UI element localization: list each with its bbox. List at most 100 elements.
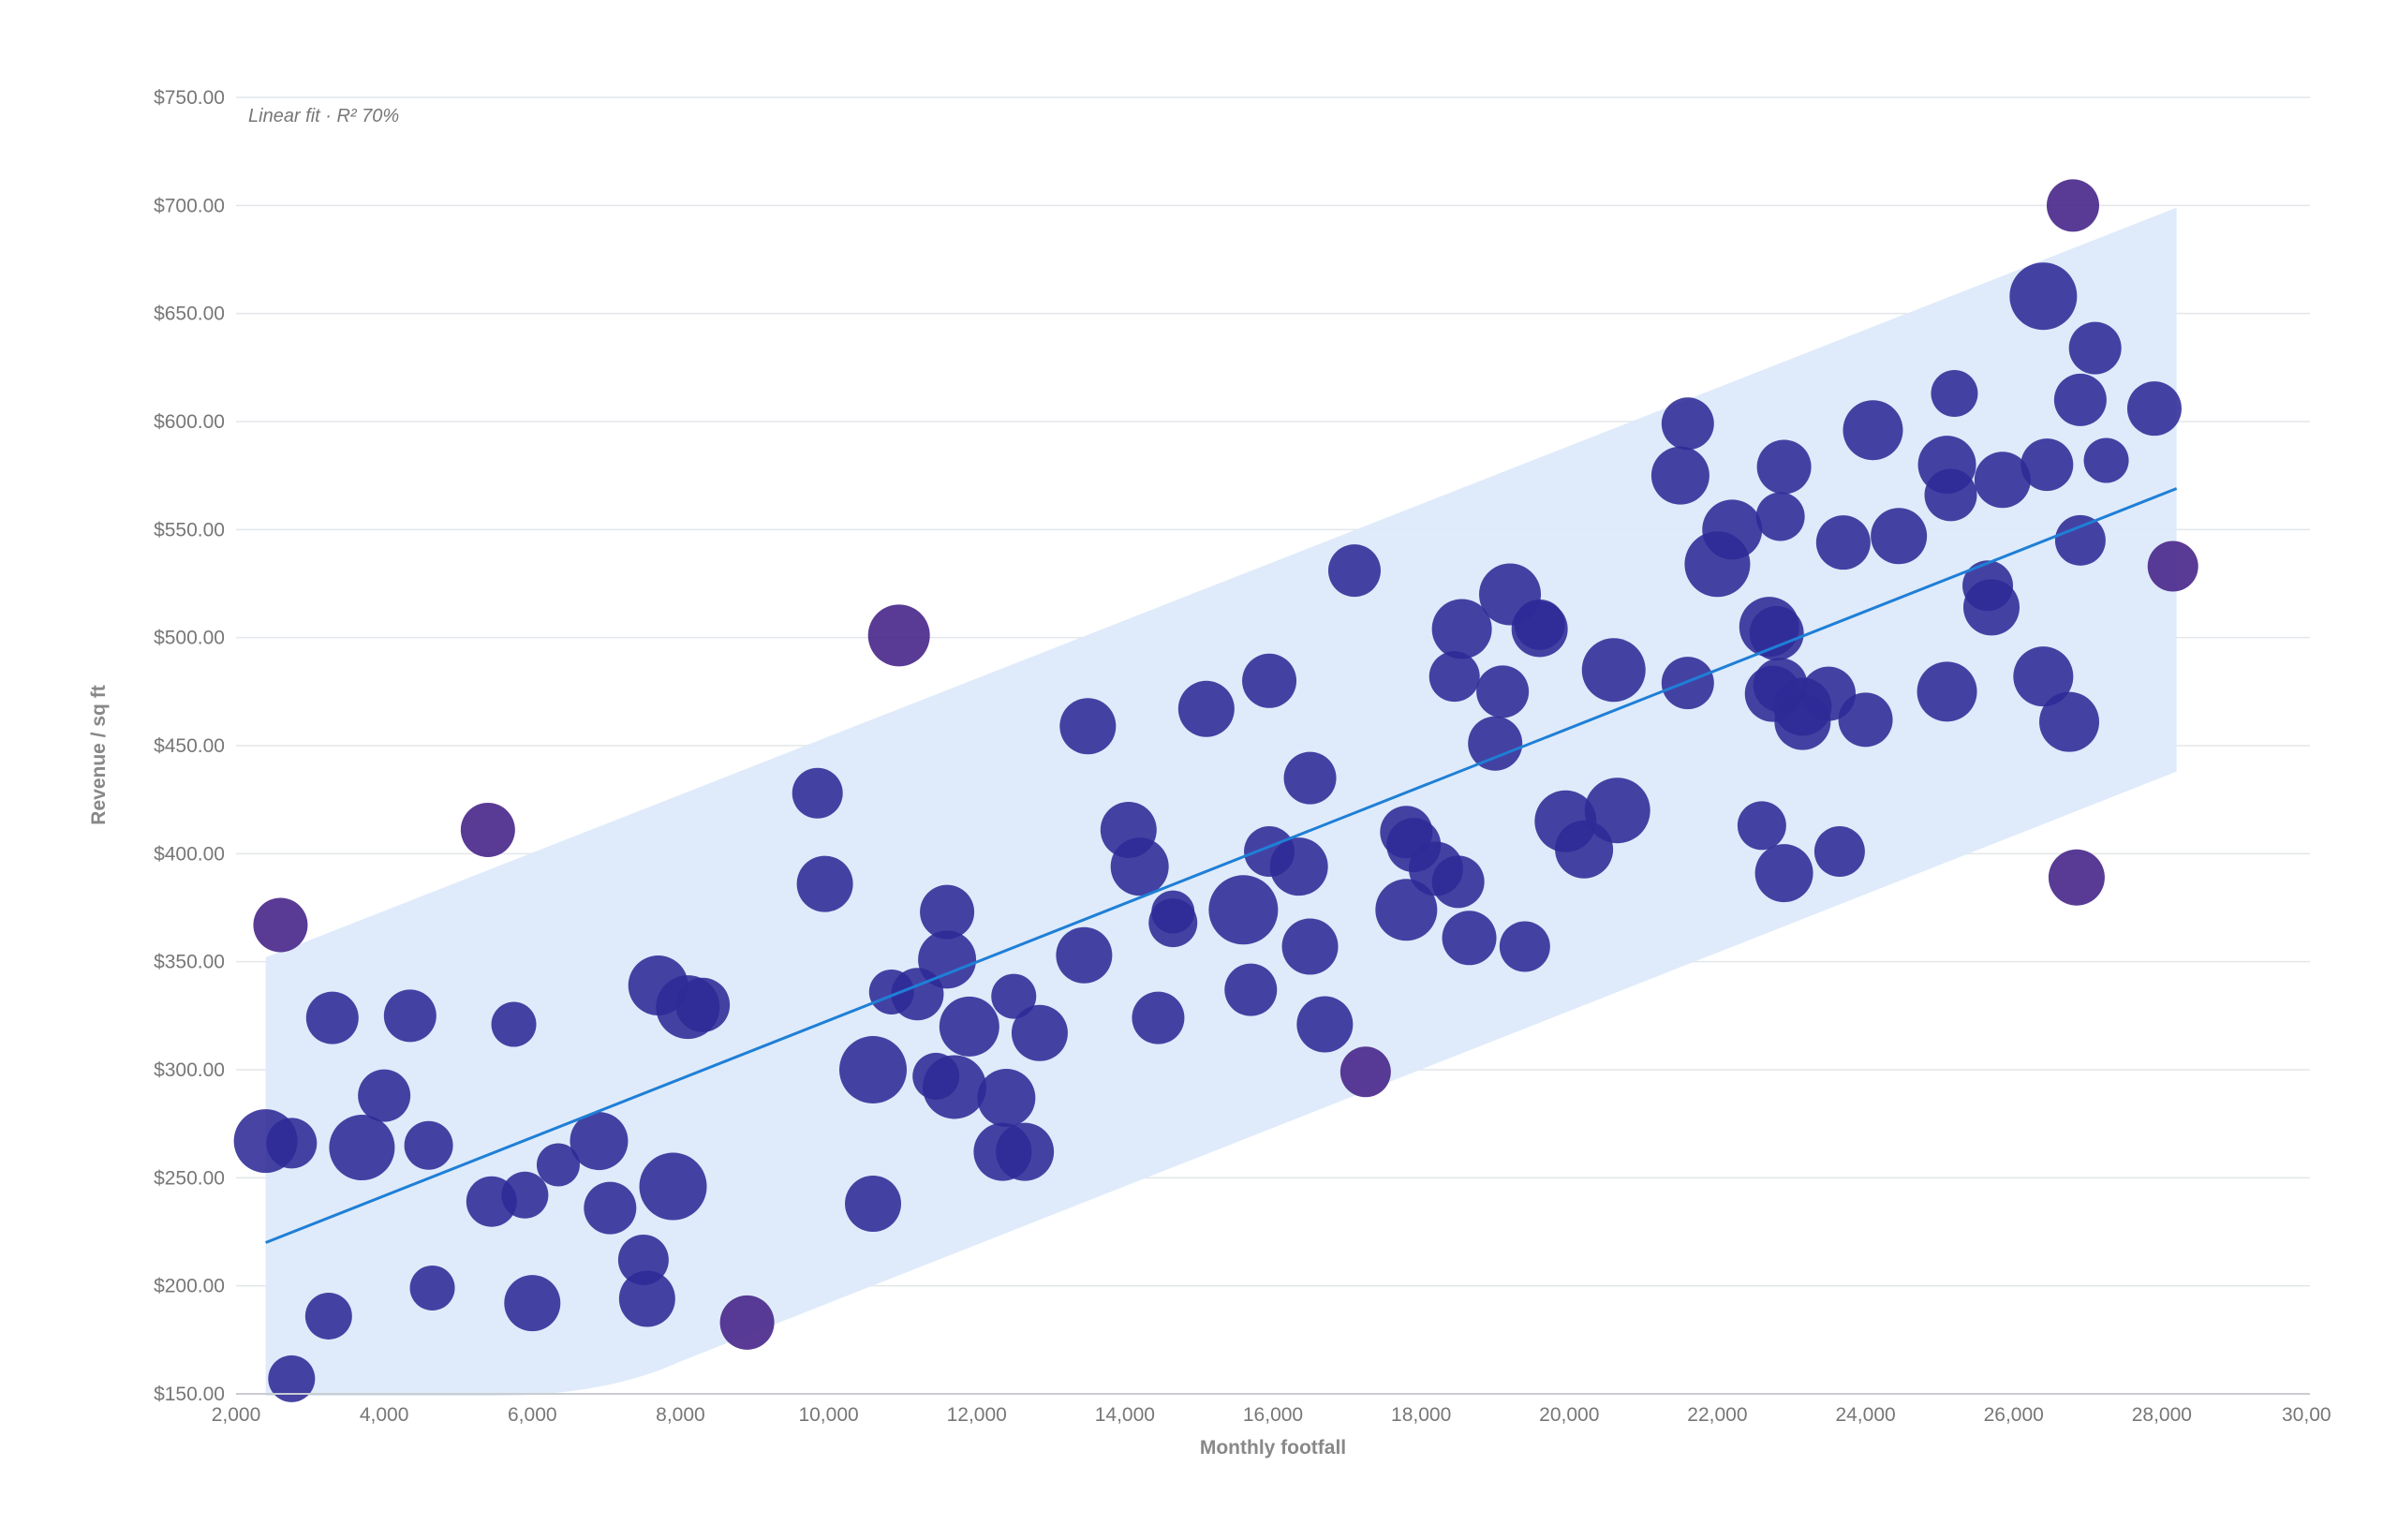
data-point	[1813, 826, 1865, 878]
y-tick-label: $400.00	[154, 843, 225, 865]
data-point	[501, 1171, 549, 1219]
data-point	[1208, 875, 1279, 945]
data-point	[1224, 963, 1278, 1016]
data-point	[1281, 918, 1339, 975]
data-point	[977, 1068, 1036, 1127]
y-tick-label: $150.00	[154, 1384, 225, 1405]
y-axis-title: Revenue / sq ft	[88, 685, 110, 824]
data-point	[639, 1152, 707, 1221]
outlier-point	[867, 604, 930, 667]
data-point	[1702, 499, 1763, 560]
x-tick-label: 4,000	[360, 1404, 409, 1426]
data-point	[1442, 911, 1497, 966]
outlier-point	[2048, 849, 2105, 906]
data-point	[536, 1143, 580, 1187]
data-point	[1931, 370, 1978, 418]
y-tick-label: $750.00	[154, 87, 225, 109]
fit-line	[265, 487, 2178, 1244]
x-tick-label: 12,000	[947, 1404, 1007, 1426]
outlier-point	[253, 897, 308, 953]
y-tick-label: $600.00	[154, 411, 225, 433]
data-point	[404, 1120, 453, 1170]
data-point	[2013, 646, 2074, 707]
y-tick-labels: $150.00 $200.00 $250.00 $300.00 $350.00 $400.…	[154, 87, 225, 1405]
outlier-point	[1340, 1046, 1391, 1098]
data-point	[1838, 692, 1893, 748]
data-point	[1749, 606, 1804, 661]
data-point	[839, 1036, 908, 1103]
data-point	[2126, 381, 2182, 437]
data-point	[1737, 801, 1786, 851]
data-point	[1815, 515, 1871, 570]
y-tick-label: $300.00	[154, 1059, 225, 1081]
outlier-point	[2046, 179, 2099, 232]
data-point	[2020, 438, 2074, 492]
data-point	[329, 1115, 395, 1181]
data-point	[996, 1122, 1055, 1181]
data-point	[1296, 996, 1354, 1053]
data-point	[584, 1181, 637, 1235]
data-point	[570, 1112, 629, 1171]
fit-annotation: Linear fit · R² 70%	[248, 106, 399, 126]
data-point	[1242, 653, 1297, 708]
data-point	[1917, 661, 1977, 722]
y-tick-label: $200.00	[154, 1276, 225, 1297]
x-tick-label: 6,000	[508, 1404, 557, 1426]
data-point	[1843, 400, 1903, 461]
x-tick-label: 26,000	[1984, 1404, 2044, 1426]
data-point	[1755, 492, 1805, 541]
x-tick-label: 8,000	[656, 1404, 705, 1426]
y-tick-label: $550.00	[154, 519, 225, 540]
data-point	[1476, 665, 1530, 718]
y-tick-label: $700.00	[154, 195, 225, 216]
data-point	[1661, 397, 1714, 451]
data-point	[1924, 468, 1977, 522]
data-point	[409, 1265, 455, 1310]
data-point	[1756, 439, 1812, 495]
x-tick-label: 20,000	[1539, 1404, 1599, 1426]
data-point	[939, 996, 999, 1057]
data-point	[358, 1069, 411, 1122]
data-point	[2068, 321, 2122, 375]
data-point	[1431, 599, 1492, 659]
x-tick-label: 30,00	[2282, 1404, 2331, 1426]
data-point	[845, 1176, 902, 1233]
x-axis-title: Monthly footfall	[1200, 1437, 1346, 1459]
data-point	[2039, 691, 2100, 752]
data-point	[2054, 514, 2106, 566]
data-point	[1148, 898, 1198, 948]
data-point	[1375, 879, 1438, 941]
data-point	[2009, 262, 2078, 331]
x-tick-label: 16,000	[1243, 1404, 1303, 1426]
data-point	[1974, 452, 2031, 509]
data-points	[233, 179, 2198, 1402]
data-point	[1110, 837, 1169, 896]
data-point	[1754, 844, 1813, 903]
x-tick-label: 24,000	[1835, 1404, 1895, 1426]
data-point	[504, 1275, 561, 1332]
data-point	[491, 1001, 537, 1047]
y-tick-label: $650.00	[154, 304, 225, 325]
data-point	[1511, 600, 1568, 658]
data-point	[1871, 508, 1928, 565]
prediction-band	[265, 207, 2177, 1396]
y-tick-label: $350.00	[154, 952, 225, 973]
data-point	[305, 991, 359, 1044]
x-tick-label: 18,000	[1391, 1404, 1451, 1426]
data-point	[304, 1292, 352, 1340]
data-point	[918, 930, 977, 989]
data-point	[1584, 777, 1650, 844]
data-point	[1661, 657, 1714, 710]
outlier-point	[719, 1295, 775, 1350]
data-point	[1428, 651, 1480, 703]
y-tick-label: $450.00	[154, 735, 225, 757]
x-tick-labels: 2,000 4,000 6,000 8,000 10,000 12,000 14,000 16…	[212, 1404, 2331, 1426]
y-tick-label: $250.00	[154, 1167, 225, 1189]
data-point	[1132, 991, 1185, 1044]
data-point	[1056, 926, 1113, 984]
data-point	[792, 767, 843, 819]
x-tick-label: 2,000	[212, 1404, 261, 1426]
data-point	[1011, 1004, 1068, 1061]
data-point	[920, 884, 975, 940]
x-tick-label: 28,000	[2132, 1404, 2192, 1426]
